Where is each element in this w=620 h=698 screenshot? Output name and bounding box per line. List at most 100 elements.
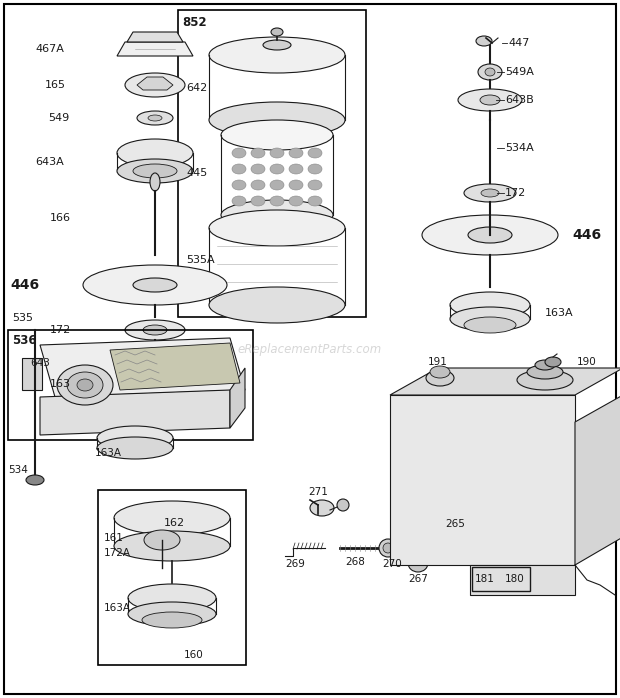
Text: 162: 162 [164, 518, 185, 528]
Ellipse shape [429, 531, 451, 549]
Ellipse shape [289, 148, 303, 158]
Polygon shape [117, 42, 193, 56]
Ellipse shape [117, 159, 193, 183]
Polygon shape [390, 368, 620, 395]
Ellipse shape [232, 148, 246, 158]
Text: 191: 191 [428, 357, 448, 367]
Text: 445: 445 [186, 168, 207, 178]
Ellipse shape [476, 36, 492, 46]
Ellipse shape [310, 500, 334, 516]
Polygon shape [127, 32, 183, 42]
Ellipse shape [270, 164, 284, 174]
Text: 265: 265 [445, 519, 465, 529]
Ellipse shape [485, 68, 495, 76]
Ellipse shape [270, 180, 284, 190]
Ellipse shape [57, 365, 113, 405]
Ellipse shape [209, 37, 345, 73]
Text: 166: 166 [50, 213, 71, 223]
Text: 160: 160 [184, 650, 204, 660]
Text: 643: 643 [30, 358, 50, 368]
Text: 534A: 534A [505, 143, 534, 153]
Ellipse shape [270, 196, 284, 206]
Ellipse shape [127, 381, 183, 399]
Bar [98, 490, 246, 665]
Ellipse shape [478, 64, 502, 80]
Text: 467A: 467A [35, 44, 64, 54]
Ellipse shape [289, 164, 303, 174]
Text: 271: 271 [308, 487, 328, 497]
Ellipse shape [289, 180, 303, 190]
Ellipse shape [464, 317, 516, 333]
Ellipse shape [308, 180, 322, 190]
Ellipse shape [430, 366, 450, 378]
Polygon shape [137, 77, 173, 90]
Ellipse shape [125, 73, 185, 97]
Ellipse shape [251, 148, 265, 158]
Ellipse shape [221, 200, 333, 230]
Ellipse shape [77, 379, 93, 391]
Bar [178, 10, 366, 317]
Ellipse shape [97, 426, 173, 450]
Ellipse shape [125, 320, 185, 340]
Ellipse shape [308, 148, 322, 158]
Ellipse shape [83, 265, 227, 305]
Text: 172: 172 [50, 325, 71, 335]
Ellipse shape [450, 307, 530, 331]
Ellipse shape [426, 370, 454, 386]
Text: 446: 446 [572, 228, 601, 242]
Ellipse shape [308, 196, 322, 206]
Polygon shape [470, 565, 575, 595]
Text: 642: 642 [186, 83, 207, 93]
Text: 535A: 535A [186, 255, 215, 265]
Polygon shape [40, 338, 245, 397]
Ellipse shape [209, 102, 345, 138]
Ellipse shape [97, 437, 173, 459]
Text: 446: 446 [10, 278, 39, 292]
Text: 549A: 549A [505, 67, 534, 77]
Ellipse shape [128, 584, 216, 612]
Ellipse shape [263, 40, 291, 50]
Text: 190: 190 [577, 357, 596, 367]
Ellipse shape [209, 287, 345, 323]
Ellipse shape [251, 196, 265, 206]
Ellipse shape [232, 164, 246, 174]
Bar [472, 567, 530, 591]
Ellipse shape [308, 164, 322, 174]
Ellipse shape [527, 365, 563, 379]
Ellipse shape [113, 371, 197, 397]
Text: 163: 163 [50, 379, 71, 389]
Text: 643A: 643A [35, 157, 64, 167]
Ellipse shape [114, 531, 230, 561]
Ellipse shape [251, 164, 265, 174]
Ellipse shape [458, 89, 522, 111]
Ellipse shape [232, 196, 246, 206]
Polygon shape [390, 395, 575, 565]
Ellipse shape [468, 227, 512, 243]
Ellipse shape [464, 184, 516, 202]
Text: 447: 447 [508, 38, 529, 48]
Ellipse shape [26, 475, 44, 485]
Text: 267: 267 [408, 574, 428, 584]
Polygon shape [22, 358, 42, 390]
Ellipse shape [137, 111, 173, 125]
Ellipse shape [545, 357, 561, 367]
Text: 172: 172 [505, 188, 526, 198]
Text: 270: 270 [382, 559, 402, 569]
Ellipse shape [289, 196, 303, 206]
Bar [8, 330, 253, 440]
Text: 163A: 163A [104, 603, 131, 613]
Ellipse shape [114, 501, 230, 535]
Ellipse shape [271, 28, 283, 36]
Ellipse shape [142, 612, 202, 628]
Ellipse shape [517, 370, 573, 390]
Ellipse shape [379, 539, 397, 557]
Text: 163A: 163A [545, 308, 574, 318]
Ellipse shape [337, 499, 349, 511]
Polygon shape [110, 343, 240, 390]
Ellipse shape [133, 164, 177, 178]
Polygon shape [230, 368, 245, 428]
Ellipse shape [133, 278, 177, 292]
Text: 163A: 163A [95, 448, 122, 458]
Ellipse shape [144, 530, 180, 550]
Ellipse shape [535, 360, 555, 370]
